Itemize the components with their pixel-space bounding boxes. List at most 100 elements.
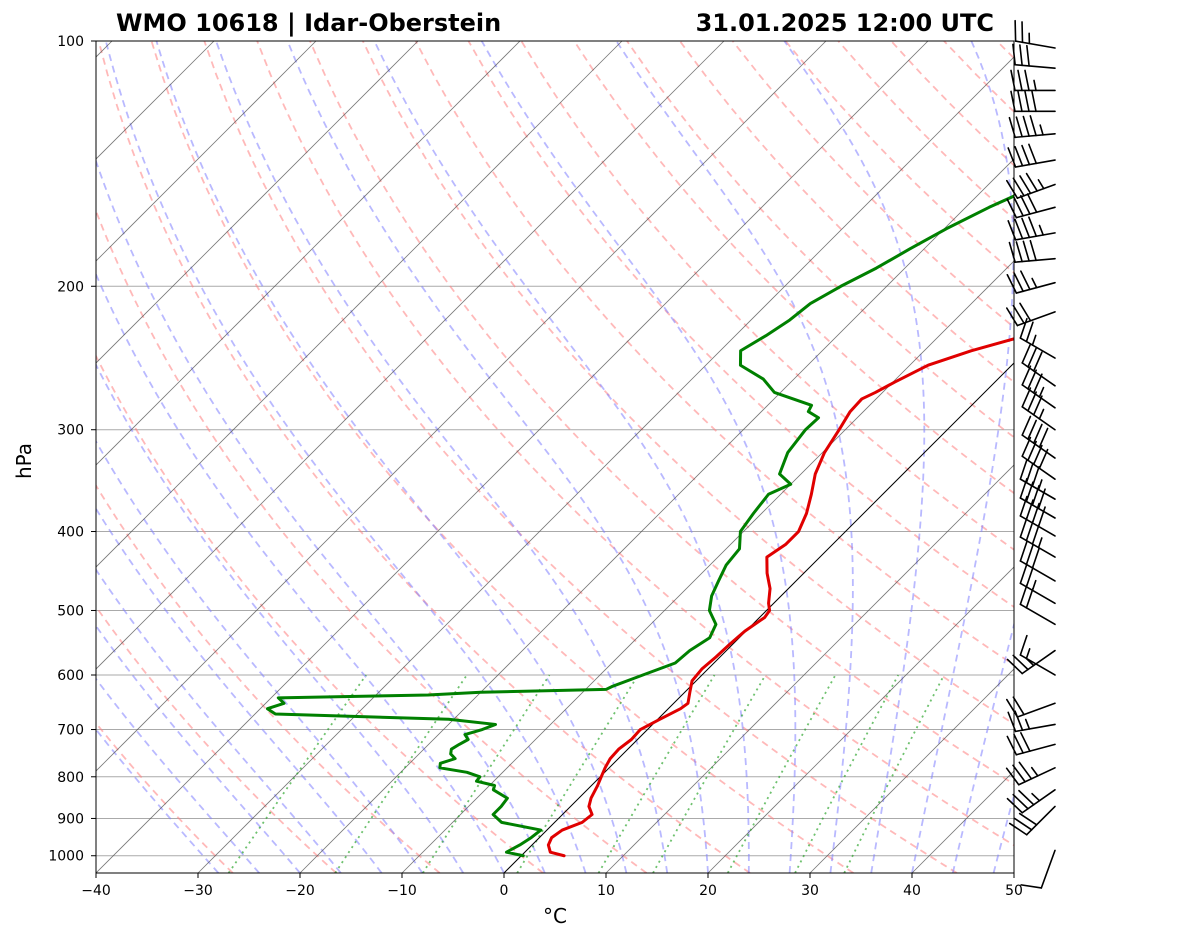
y-axis-label: hPa (12, 443, 36, 479)
x-tick-label: −10 (387, 883, 417, 899)
y-tick-label: 600 (57, 668, 84, 684)
wind-barb (1012, 43, 1056, 70)
moist-adiabat (96, 677, 260, 873)
moist-adiabat (911, 41, 1014, 873)
isotherm (96, 41, 623, 568)
wind-barb (1021, 415, 1056, 459)
moist-adiabat (951, 621, 1014, 873)
wind-barb (1014, 19, 1056, 49)
isotherm (96, 41, 317, 262)
dry-adiabat (96, 483, 441, 873)
y-tick-label: 200 (57, 279, 84, 295)
wind-barb (1006, 789, 1056, 814)
x-tick-label: 10 (597, 883, 615, 899)
y-tick-label: 400 (57, 525, 84, 541)
moist-adiabat (96, 158, 546, 873)
mixing-ratio-line (726, 674, 837, 873)
mixing-ratio-line (334, 674, 468, 873)
sounding-profiles (265, 194, 1014, 858)
wind-barb (1007, 143, 1056, 168)
moist-adiabat (96, 272, 505, 873)
isotherm (605, 464, 1014, 873)
wind-barb (1006, 302, 1056, 327)
wind-barb (1008, 115, 1056, 139)
wind-barb (1006, 732, 1056, 756)
y-tick-label: 500 (57, 603, 84, 619)
dry-adiabat (520, 41, 1014, 551)
x-tick-label: 40 (903, 883, 921, 899)
wind-barb (1007, 216, 1056, 241)
x-tick-label: −40 (81, 883, 111, 899)
x-tick-label: −30 (183, 883, 213, 899)
zero-isotherm (503, 362, 1014, 873)
plot-frame (95, 40, 1015, 874)
isotherm (197, 56, 1014, 873)
isotherm-0c (503, 362, 1014, 873)
isotherms (96, 41, 1014, 873)
wind-barb (1021, 387, 1056, 431)
wind-barb (1006, 270, 1056, 294)
wind-barb (1019, 458, 1056, 500)
wind-barb (1008, 239, 1056, 263)
dry-adiabat (203, 41, 958, 873)
x-tick-label: 20 (699, 883, 717, 899)
moist-adiabat (155, 41, 628, 873)
pressure-gridlines (96, 41, 1014, 857)
isotherm (96, 41, 827, 772)
wind-barb (1005, 761, 1056, 786)
isotherm (96, 41, 929, 873)
chart-title-station: WMO 10618 | Idar-Oberstein (116, 9, 501, 37)
moist-adiabat (96, 362, 464, 873)
wind-barb (1010, 69, 1056, 92)
wind-barb (1019, 495, 1056, 537)
isotherm (707, 566, 1014, 873)
wind-barb (1021, 365, 1056, 409)
y-tick-label: 1000 (48, 849, 84, 865)
dry-adiabat (150, 41, 854, 873)
wind-barb (1008, 805, 1056, 836)
dry-adiabat (256, 41, 1014, 847)
mixing-ratio-line (843, 674, 945, 873)
mixing-ratio-line (597, 674, 716, 873)
x-tick-label: 50 (1005, 883, 1023, 899)
wind-barb (1006, 193, 1056, 219)
moist-adiabat (96, 728, 220, 873)
isotherm (809, 668, 1014, 873)
isotherm (299, 158, 1014, 873)
moist-adiabat (96, 507, 383, 873)
isotherm (401, 260, 1014, 873)
moist-adiabat (373, 41, 750, 873)
dry-adiabat (626, 41, 1014, 439)
axes: −40 −30 −20 −10 0 10 20 30 40 50 1000 900 800 700 600 5… (48, 34, 1023, 899)
y-tick-label: 700 (57, 723, 84, 739)
wind-barb (1006, 172, 1056, 199)
dry-adiabat (679, 41, 1014, 384)
mixing-ratio-line (227, 674, 367, 873)
y-tick-label: 300 (57, 423, 84, 439)
wind-barb (1019, 584, 1056, 626)
x-tick-label: −20 (285, 883, 315, 899)
dry-adiabat (96, 605, 337, 873)
dry-adiabat (97, 41, 751, 873)
temperature-profile-line (546, 337, 1014, 858)
mixing-ratio-line (422, 674, 551, 873)
wind-barb (1019, 540, 1056, 582)
x-tick-label: 0 (500, 883, 509, 899)
isotherm (96, 41, 521, 466)
wind-barb (1021, 343, 1056, 387)
wind-barb (1006, 649, 1056, 675)
wind-barb (1010, 90, 1056, 113)
chart-title-time: 31.01.2025 12:00 UTC (696, 9, 994, 37)
dry-adiabat (414, 41, 1014, 667)
wind-barb (1019, 516, 1056, 558)
mixing-ratio-line (516, 674, 639, 873)
y-tick-label: 100 (57, 34, 84, 50)
mixing-ratio-line (652, 674, 767, 873)
x-axis-label: °C (543, 904, 567, 928)
y-tick-label: 800 (57, 770, 84, 786)
wind-barb (1020, 849, 1056, 889)
moist-adiabat (286, 41, 709, 873)
y-tick-label: 900 (57, 811, 84, 827)
mixing-ratio-lines (227, 674, 945, 873)
